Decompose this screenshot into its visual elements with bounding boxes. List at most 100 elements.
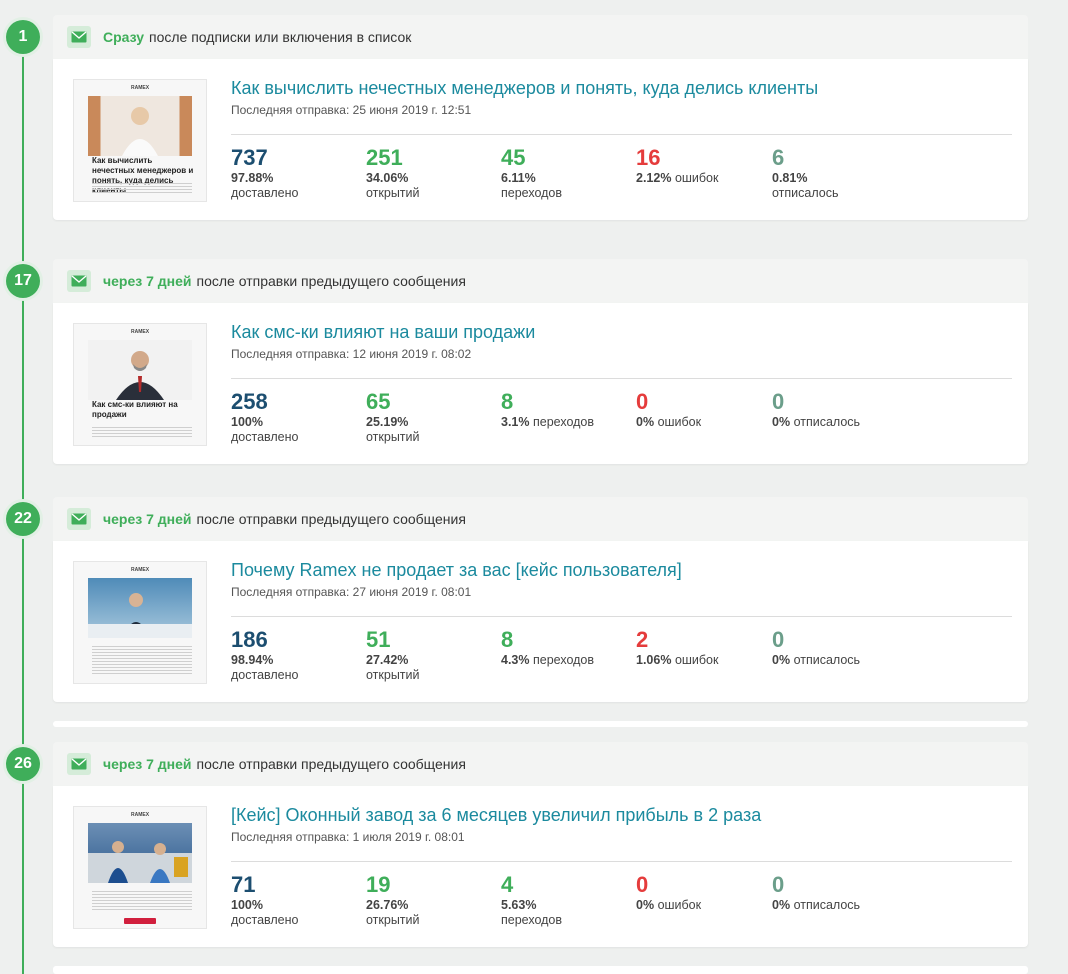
last-sent-date: Последняя отправка: 25 июня 2019 г. 12:5… <box>231 103 472 117</box>
delivered-count: 258 <box>231 389 268 414</box>
thumbnail-logo: RAMEX <box>130 85 150 91</box>
stat-delivered: 71 100% доставлено <box>231 872 299 928</box>
clicks-count: 8 <box>501 627 514 652</box>
stat-errors: 16 2.12% ошибок <box>636 145 718 186</box>
trigger-condition: после отправки предыдущего сообщения <box>196 511 466 527</box>
unsubscribed-label: отписалось <box>793 898 861 912</box>
delivered-label: доставлено <box>231 430 299 444</box>
clicks-count: 8 <box>501 389 514 414</box>
opened-count: 51 <box>366 627 391 652</box>
errors-label: ошибок <box>657 415 702 429</box>
delivered-label: доставлено <box>231 186 299 200</box>
unsubscribed-label: отписалось <box>793 415 861 429</box>
email-card: RAMEX Как вычислить нечестных менеджеров… <box>53 59 1028 220</box>
collapsed-step-bar <box>53 721 1028 727</box>
email-step: Сразу после подписки или включения в спи… <box>53 15 1028 220</box>
trigger-condition: после отправки предыдущего сообщения <box>196 756 466 772</box>
next-step-edge <box>53 966 1028 974</box>
clicks-label: переходов <box>501 913 563 927</box>
email-thumbnail[interactable]: RAMEX <box>73 561 207 684</box>
opened-count: 19 <box>366 872 391 897</box>
email-title-link[interactable]: Как смс-ки влияют на ваши продажи <box>231 322 536 342</box>
delivered-count: 737 <box>231 145 268 170</box>
email-title-link[interactable]: Почему Ramex не продает за вас [кейс пол… <box>231 560 682 580</box>
delivered-percent: 98.94% <box>231 653 274 667</box>
trigger-delay: через 7 дней <box>103 273 192 289</box>
trigger-condition: после подписки или включения в список <box>149 29 412 45</box>
unsubscribed-count: 6 <box>772 145 785 170</box>
email-title-link[interactable]: [Кейс] Оконный завод за 6 месяцев увелич… <box>231 805 762 825</box>
email-info: Как вычислить нечестных менеджеров и пон… <box>231 75 1012 215</box>
email-thumbnail[interactable]: RAMEX Как смс-ки влияют на продажи <box>73 323 207 446</box>
email-card: RAMEX Как смс-ки влияют на продажи Как с… <box>53 303 1028 464</box>
email-title-link[interactable]: Как вычислить нечестных менеджеров и пон… <box>231 78 819 98</box>
thumbnail-text-lines <box>92 646 192 674</box>
stat-errors: 0 0% ошибок <box>636 389 701 430</box>
thumbnail-cta-button <box>124 918 156 924</box>
step-trigger-header: через 7 дней после отправки предыдущего … <box>53 742 1028 786</box>
delivered-label: доставлено <box>231 913 299 927</box>
errors-count: 2 <box>636 627 649 652</box>
envelope-icon <box>67 753 91 775</box>
email-info: Почему Ramex не продает за вас [кейс пол… <box>231 557 1012 697</box>
stat-clicks: 8 3.1% переходов <box>501 389 594 430</box>
email-step: через 7 дней после отправки предыдущего … <box>53 497 1028 702</box>
delivered-percent: 100% <box>231 415 263 429</box>
stat-unsubscribed: 0 0% отписалось <box>772 872 860 913</box>
divider <box>231 134 1012 135</box>
divider <box>231 861 1012 862</box>
errors-count: 16 <box>636 145 661 170</box>
delivered-label: доставлено <box>231 668 299 682</box>
thumbnail-photo <box>88 96 192 156</box>
thumbnail-text-lines <box>92 427 192 439</box>
step-number-badge: 26 <box>6 747 40 781</box>
email-info: [Кейс] Оконный завод за 6 месяцев увелич… <box>231 802 1012 942</box>
step-trigger-header: Сразу после подписки или включения в спи… <box>53 15 1028 59</box>
step-trigger-header: через 7 дней после отправки предыдущего … <box>53 259 1028 303</box>
opened-label: открытий <box>366 430 420 444</box>
email-thumbnail[interactable]: RAMEX <box>73 806 207 929</box>
delivered-percent: 97.88% <box>231 171 274 185</box>
thumbnail-text-lines <box>92 183 192 195</box>
clicks-label: переходов <box>501 186 563 200</box>
delivered-count: 186 <box>231 627 268 652</box>
stat-delivered: 258 100% доставлено <box>231 389 299 445</box>
opened-count: 65 <box>366 389 391 414</box>
last-sent-date: Последняя отправка: 12 июня 2019 г. 08:0… <box>231 347 472 361</box>
thumbnail-photo <box>88 823 192 883</box>
opened-count: 251 <box>366 145 403 170</box>
thumbnail-logo: RAMEX <box>130 567 150 573</box>
stat-clicks: 45 6.11% переходов <box>501 145 562 201</box>
unsubscribed-label: отписалось <box>772 186 839 200</box>
unsubscribed-label: отписалось <box>793 653 861 667</box>
envelope-icon <box>67 508 91 530</box>
email-stats: 71 100% доставлено 19 26.76% открытий 4 … <box>231 872 1012 942</box>
email-card: RAMEX [Кейс] Оконный завод за 6 месяцев … <box>53 786 1028 947</box>
errors-label: ошибок <box>674 171 719 185</box>
stat-delivered: 737 97.88% доставлено <box>231 145 299 201</box>
email-card: RAMEX Почему Ramex не продает за вас [ке… <box>53 541 1028 702</box>
clicks-count: 45 <box>501 145 526 170</box>
clicks-percent: 4.3% <box>501 653 530 667</box>
envelope-icon <box>67 270 91 292</box>
divider <box>231 378 1012 379</box>
thumbnail-photo <box>88 340 192 400</box>
envelope-icon <box>67 26 91 48</box>
clicks-label: переходов <box>532 653 595 667</box>
errors-percent: 1.06% <box>636 653 672 667</box>
unsubscribed-count: 0 <box>772 627 785 652</box>
last-sent-date: Последняя отправка: 1 июля 2019 г. 08:01 <box>231 830 465 844</box>
errors-label: ошибок <box>657 898 702 912</box>
email-thumbnail[interactable]: RAMEX Как вычислить нечестных менеджеров… <box>73 79 207 202</box>
thumbnail-logo: RAMEX <box>130 812 150 818</box>
unsubscribed-percent: 0% <box>772 898 791 912</box>
trigger-delay: через 7 дней <box>103 511 192 527</box>
stat-opened: 65 25.19% открытий <box>366 389 420 445</box>
stat-errors: 0 0% ошибок <box>636 872 701 913</box>
email-stats: 258 100% доставлено 65 25.19% открытий 8… <box>231 389 1012 459</box>
stat-delivered: 186 98.94% доставлено <box>231 627 299 683</box>
thumbnail-photo <box>88 578 192 638</box>
stat-clicks: 4 5.63% переходов <box>501 872 562 928</box>
stat-errors: 2 1.06% ошибок <box>636 627 718 668</box>
stat-unsubscribed: 6 0.81% отписалось <box>772 145 839 201</box>
